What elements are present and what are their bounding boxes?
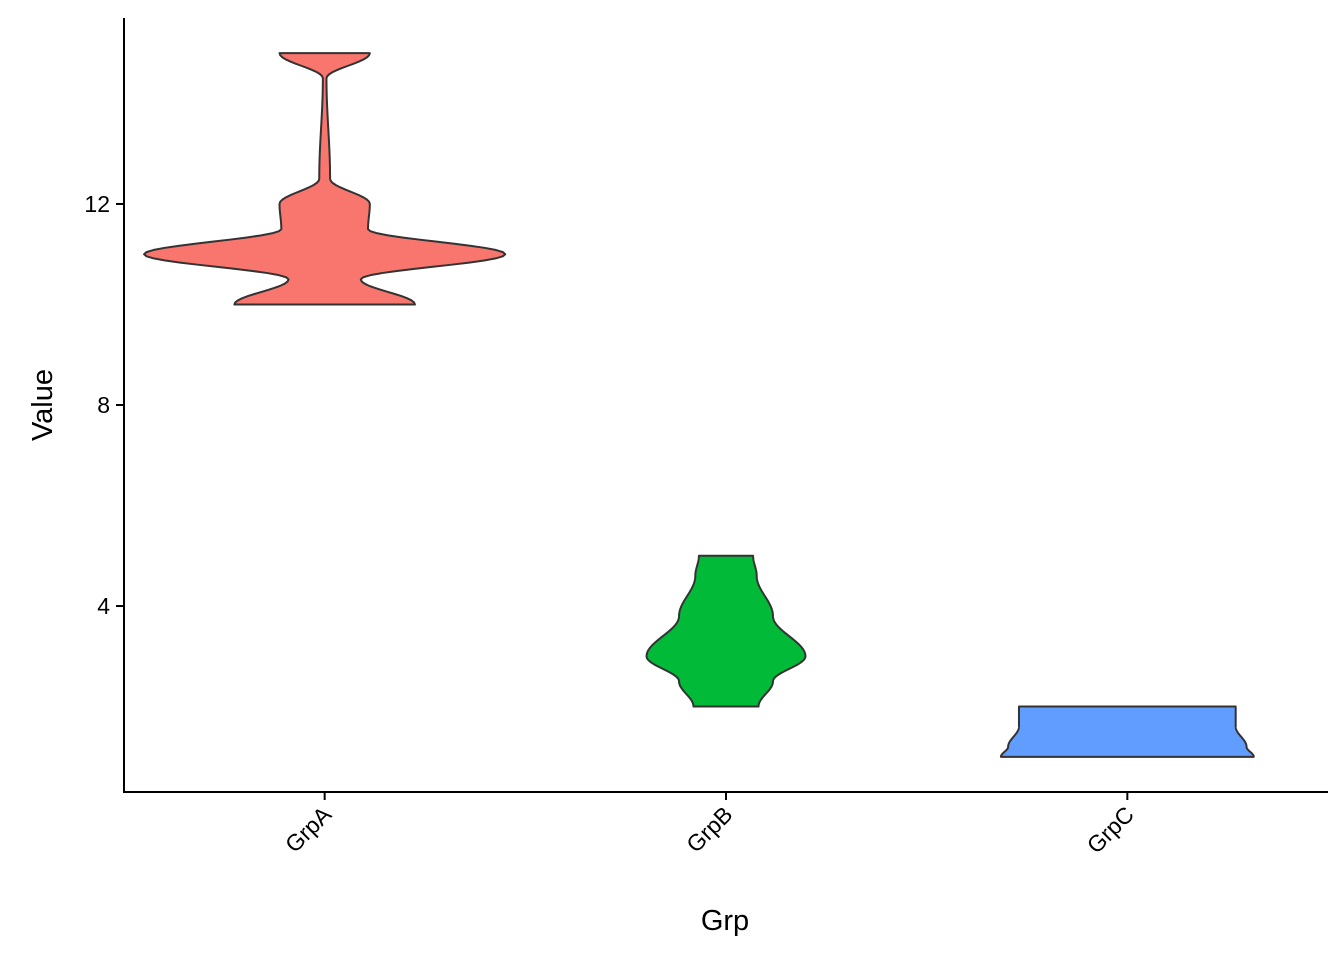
violin-grpc xyxy=(999,705,1255,758)
x-tick-label: GrpC xyxy=(1082,801,1139,858)
x-axis-title: Grp xyxy=(701,905,749,937)
violin-grpb xyxy=(645,554,807,708)
violin-grpa xyxy=(143,52,507,306)
y-tick-label: 8 xyxy=(97,392,110,418)
violin-layer xyxy=(143,52,1255,758)
y-axis: 4 8 12 xyxy=(84,18,125,792)
y-axis-title: Value xyxy=(27,369,59,441)
y-tick-label: 12 xyxy=(84,191,110,217)
y-tick-label: 4 xyxy=(97,593,110,619)
x-tick-label: GrpB xyxy=(681,801,737,857)
x-axis: GrpA GrpB GrpC xyxy=(123,791,1328,858)
x-tick-label: GrpA xyxy=(280,801,337,858)
